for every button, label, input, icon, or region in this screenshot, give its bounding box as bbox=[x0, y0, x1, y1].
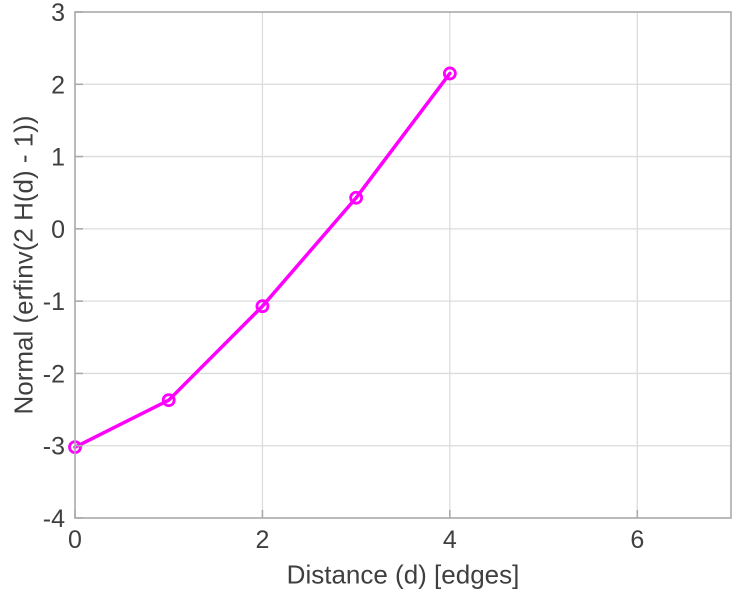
x-axis-label: Distance (d) [edges] bbox=[286, 559, 520, 590]
y-tick-label: -2 bbox=[43, 360, 65, 388]
data-marker bbox=[349, 190, 364, 205]
data-marker bbox=[161, 393, 176, 408]
y-tick-label: -4 bbox=[43, 505, 65, 533]
data-marker bbox=[255, 299, 270, 314]
y-tick-label: 1 bbox=[51, 144, 65, 172]
data-marker bbox=[442, 66, 457, 81]
data-line bbox=[73, 71, 452, 449]
x-tick-label: 2 bbox=[255, 526, 269, 554]
y-axis-label: Normal (erfinv(2 H(d) - 1)) bbox=[8, 115, 39, 415]
x-tick-label: 6 bbox=[630, 526, 644, 554]
y-tick-label: -3 bbox=[43, 433, 65, 461]
axes-box bbox=[74, 11, 732, 519]
y-tick-label: 0 bbox=[51, 216, 65, 244]
y-tick-label: 3 bbox=[51, 0, 65, 27]
y-tick-label: -1 bbox=[43, 288, 65, 316]
x-tick-label: 4 bbox=[443, 526, 457, 554]
y-tick-label: 2 bbox=[51, 71, 65, 99]
x-tick-label: 0 bbox=[68, 526, 82, 554]
